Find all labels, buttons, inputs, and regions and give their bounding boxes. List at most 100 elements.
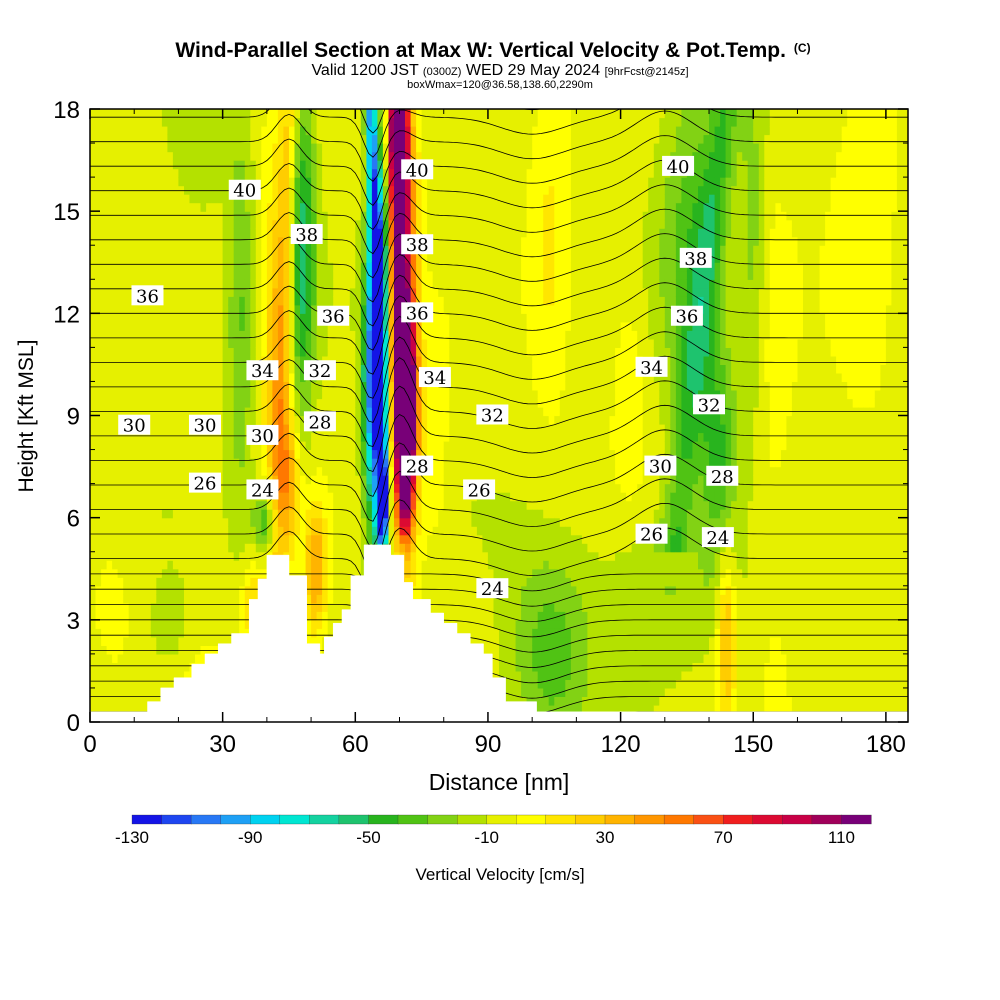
velocity-cell	[195, 168, 202, 178]
velocity-cell	[106, 475, 113, 485]
velocity-cell	[277, 475, 284, 485]
velocity-cell	[90, 398, 97, 408]
velocity-cell	[349, 424, 356, 434]
velocity-cell	[139, 211, 146, 221]
velocity-cell	[239, 160, 246, 170]
velocity-cell	[101, 432, 108, 442]
velocity-cell	[211, 432, 218, 442]
velocity-cell	[233, 347, 240, 357]
velocity-cell	[333, 109, 340, 119]
velocity-cell	[134, 381, 141, 391]
velocity-cell	[145, 483, 152, 493]
velocity-cell	[106, 287, 113, 297]
velocity-cell	[438, 168, 445, 178]
velocity-cell	[333, 517, 340, 527]
velocity-cell	[145, 338, 152, 348]
velocity-cell	[150, 415, 157, 425]
velocity-cell	[405, 372, 412, 382]
velocity-cell	[139, 602, 146, 612]
velocity-cell	[465, 466, 472, 476]
velocity-cell	[167, 253, 174, 263]
velocity-cell	[90, 619, 97, 629]
velocity-cell	[178, 304, 185, 314]
velocity-cell	[167, 458, 174, 468]
velocity-cell	[139, 475, 146, 485]
velocity-cell	[233, 211, 240, 221]
velocity-cell	[134, 321, 141, 331]
velocity-cell	[255, 449, 262, 459]
velocity-cell	[95, 296, 102, 306]
velocity-cell	[178, 168, 185, 178]
velocity-cell	[449, 441, 456, 451]
velocity-cell	[443, 568, 450, 578]
velocity-cell	[416, 338, 423, 348]
velocity-cell	[95, 679, 102, 689]
velocity-cell	[156, 619, 163, 629]
velocity-cell	[134, 253, 141, 263]
velocity-cell	[438, 270, 445, 280]
velocity-cell	[388, 449, 395, 459]
velocity-cell	[255, 381, 262, 391]
velocity-cell	[161, 560, 168, 570]
velocity-cell	[311, 517, 318, 527]
velocity-cell	[250, 304, 257, 314]
velocity-cell	[90, 347, 97, 357]
velocity-cell	[139, 202, 146, 212]
velocity-cell	[161, 194, 168, 204]
velocity-cell	[460, 517, 467, 527]
velocity-cell	[355, 313, 362, 323]
velocity-cell	[355, 449, 362, 459]
velocity-cell	[139, 185, 146, 195]
velocity-cell	[349, 466, 356, 476]
velocity-cell	[266, 194, 273, 204]
velocity-cell	[432, 330, 439, 340]
velocity-cell	[134, 211, 141, 221]
velocity-cell	[123, 134, 130, 144]
velocity-cell	[128, 330, 135, 340]
velocity-cell	[311, 628, 318, 638]
velocity-cell	[112, 619, 119, 629]
velocity-cell	[156, 109, 163, 119]
velocity-cell	[195, 594, 202, 604]
velocity-cell	[399, 355, 406, 365]
velocity-cell	[167, 585, 174, 595]
velocity-cell	[421, 134, 428, 144]
velocity-cell	[128, 355, 135, 365]
velocity-cell	[394, 160, 401, 170]
velocity-cell	[195, 245, 202, 255]
velocity-cell	[349, 287, 356, 297]
velocity-cell	[333, 134, 340, 144]
velocity-cell	[277, 500, 284, 510]
velocity-cell	[283, 321, 290, 331]
velocity-cell	[465, 390, 472, 400]
velocity-cell	[327, 279, 334, 289]
velocity-cell	[167, 364, 174, 374]
velocity-cell	[344, 211, 351, 221]
velocity-cell	[189, 355, 196, 365]
velocity-cell	[416, 500, 423, 510]
velocity-cell	[244, 321, 251, 331]
velocity-cell	[161, 594, 168, 604]
velocity-cell	[228, 313, 235, 323]
velocity-cell	[427, 253, 434, 263]
velocity-cell	[178, 177, 185, 187]
velocity-cell	[134, 330, 141, 340]
velocity-cell	[167, 577, 174, 587]
velocity-cell	[272, 126, 279, 136]
velocity-cell	[471, 628, 478, 638]
velocity-cell	[366, 500, 373, 510]
velocity-cell	[432, 194, 439, 204]
velocity-cell	[112, 398, 119, 408]
velocity-cell	[305, 619, 312, 629]
velocity-cell	[311, 636, 318, 646]
velocity-cell	[228, 526, 235, 536]
velocity-cell	[167, 134, 174, 144]
velocity-cell	[112, 228, 119, 238]
velocity-cell	[382, 245, 389, 255]
velocity-cell	[211, 321, 218, 331]
velocity-cell	[465, 628, 472, 638]
velocity-cell	[139, 509, 146, 519]
velocity-cell	[250, 134, 257, 144]
velocity-cell	[222, 245, 229, 255]
velocity-cell	[106, 432, 113, 442]
